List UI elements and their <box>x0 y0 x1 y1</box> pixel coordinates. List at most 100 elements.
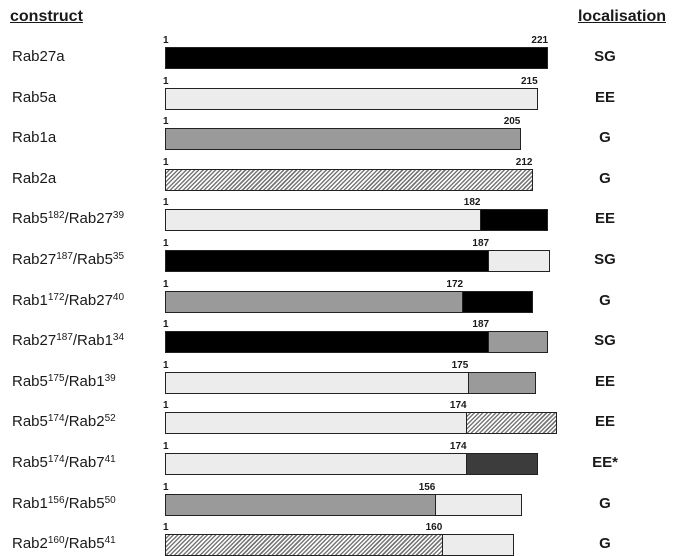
start-label: 1 <box>163 238 169 249</box>
start-label: 1 <box>163 359 169 371</box>
label-text: Rab27 <box>12 251 57 268</box>
bar-segment <box>165 209 481 232</box>
bar-segment <box>165 168 533 191</box>
bar-segment <box>165 412 467 435</box>
bar-segment <box>489 331 549 354</box>
bar-segment <box>165 128 521 151</box>
construct-label: Rab5174/Rab252 <box>12 413 116 430</box>
residue-label: 175 <box>451 359 469 371</box>
bar-segment <box>165 87 538 110</box>
label-text: /Rab7 <box>64 454 105 471</box>
label-text: /Rab5 <box>64 494 105 512</box>
localisation-header: localisation <box>577 8 666 25</box>
label-text: Rab27 <box>12 332 57 350</box>
localisation-value: EE <box>594 210 615 228</box>
bar-segment <box>165 47 549 69</box>
construct-label: Rab5a <box>12 89 56 106</box>
label-superscript: 41 <box>104 535 116 547</box>
start-label: 1 <box>163 116 169 128</box>
construct-label: Rab27187/Rab535 <box>12 251 124 268</box>
label-superscript: 160 <box>47 535 65 547</box>
residue-label: 187 <box>472 319 490 331</box>
label-superscript: 34 <box>112 332 125 344</box>
label-text: /Rab1 <box>72 332 113 350</box>
label-text: /Rab5 <box>64 535 105 553</box>
localisation-value: SG <box>594 332 616 350</box>
label-text: Rab2a <box>12 169 57 187</box>
localisation-value: EE* <box>592 454 618 471</box>
bar-segment <box>463 290 533 313</box>
bar-segment <box>466 453 538 475</box>
label-superscript: 41 <box>104 454 116 465</box>
residue-label: 187 <box>472 238 490 249</box>
start-label: 1 <box>163 197 169 209</box>
bar-segment <box>165 331 490 354</box>
residue-label: 160 <box>425 522 443 534</box>
construct-label: Rab1156/Rab550 <box>12 495 116 512</box>
label-superscript: 182 <box>47 210 65 222</box>
label-superscript: 175 <box>47 372 65 384</box>
start-label: 1 <box>163 481 169 493</box>
bar-segment <box>480 209 549 232</box>
bar-segment <box>165 534 443 556</box>
bar-segment <box>468 371 537 394</box>
residue-label: 215 <box>521 75 538 87</box>
bar-segment <box>489 250 551 272</box>
start-label: 1 <box>163 319 169 331</box>
localisation-value: G <box>599 169 611 187</box>
label-superscript: 187 <box>56 251 73 262</box>
label-text: Rab5 <box>12 454 48 471</box>
residue-label: 182 <box>463 197 481 209</box>
label-text: Rab27a <box>12 48 65 65</box>
bar-segment <box>165 371 469 394</box>
bar-segment <box>165 453 467 475</box>
localisation-value: SG <box>594 48 616 65</box>
residue-label: 212 <box>515 156 533 168</box>
start-label: 1 <box>163 278 169 290</box>
construct-label: Rab5175/Rab139 <box>12 373 116 390</box>
construct-header: construct <box>10 8 83 25</box>
label-text: Rab1 <box>12 494 48 512</box>
start-label: 1 <box>163 522 169 534</box>
construct-label: Rab1172/Rab2740 <box>12 292 124 309</box>
label-text: /Rab1 <box>64 372 105 390</box>
label-superscript: 187 <box>56 332 73 344</box>
residue-label: 174 <box>449 441 467 452</box>
start-label: 1 <box>163 400 169 412</box>
label-superscript: 39 <box>112 210 125 222</box>
label-superscript: 35 <box>112 251 125 262</box>
label-text: Rab1 <box>12 291 48 309</box>
label-text: Rab5 <box>12 413 48 431</box>
start-label: 1 <box>163 75 169 87</box>
localisation-value: G <box>599 291 611 309</box>
label-superscript: 52 <box>104 413 116 425</box>
label-text: /Rab27 <box>64 210 113 228</box>
localisation-value: EE <box>594 413 615 431</box>
label-superscript: 156 <box>47 494 65 506</box>
bar-segment <box>442 534 514 556</box>
residue-label: 205 <box>503 116 521 128</box>
start-label: 1 <box>163 156 169 168</box>
construct-label: Rab27a <box>12 48 65 65</box>
construct-label: Rab27187/Rab134 <box>12 332 124 349</box>
label-superscript: 50 <box>104 494 116 506</box>
residue-label: 172 <box>446 278 464 290</box>
label-text: Rab5a <box>12 88 57 106</box>
bar-segment <box>165 493 436 516</box>
localisation-value: G <box>599 129 611 147</box>
label-superscript: 40 <box>112 291 125 303</box>
localisation-value: EE <box>594 88 615 106</box>
label-text: Rab5 <box>12 210 48 228</box>
localisation-value: SG <box>594 251 616 268</box>
localisation-value: G <box>599 535 611 553</box>
label-superscript: 172 <box>47 291 65 303</box>
residue-label: 221 <box>531 35 549 46</box>
label-superscript: 174 <box>47 413 65 425</box>
bar-segment <box>435 493 523 516</box>
bar-segment <box>165 290 464 313</box>
residue-label: 174 <box>449 400 467 412</box>
label-text: Rab2 <box>12 535 48 553</box>
construct-label: Rab2160/Rab541 <box>12 535 116 552</box>
localisation-value: EE <box>594 372 615 390</box>
residue-label: 156 <box>418 481 436 493</box>
